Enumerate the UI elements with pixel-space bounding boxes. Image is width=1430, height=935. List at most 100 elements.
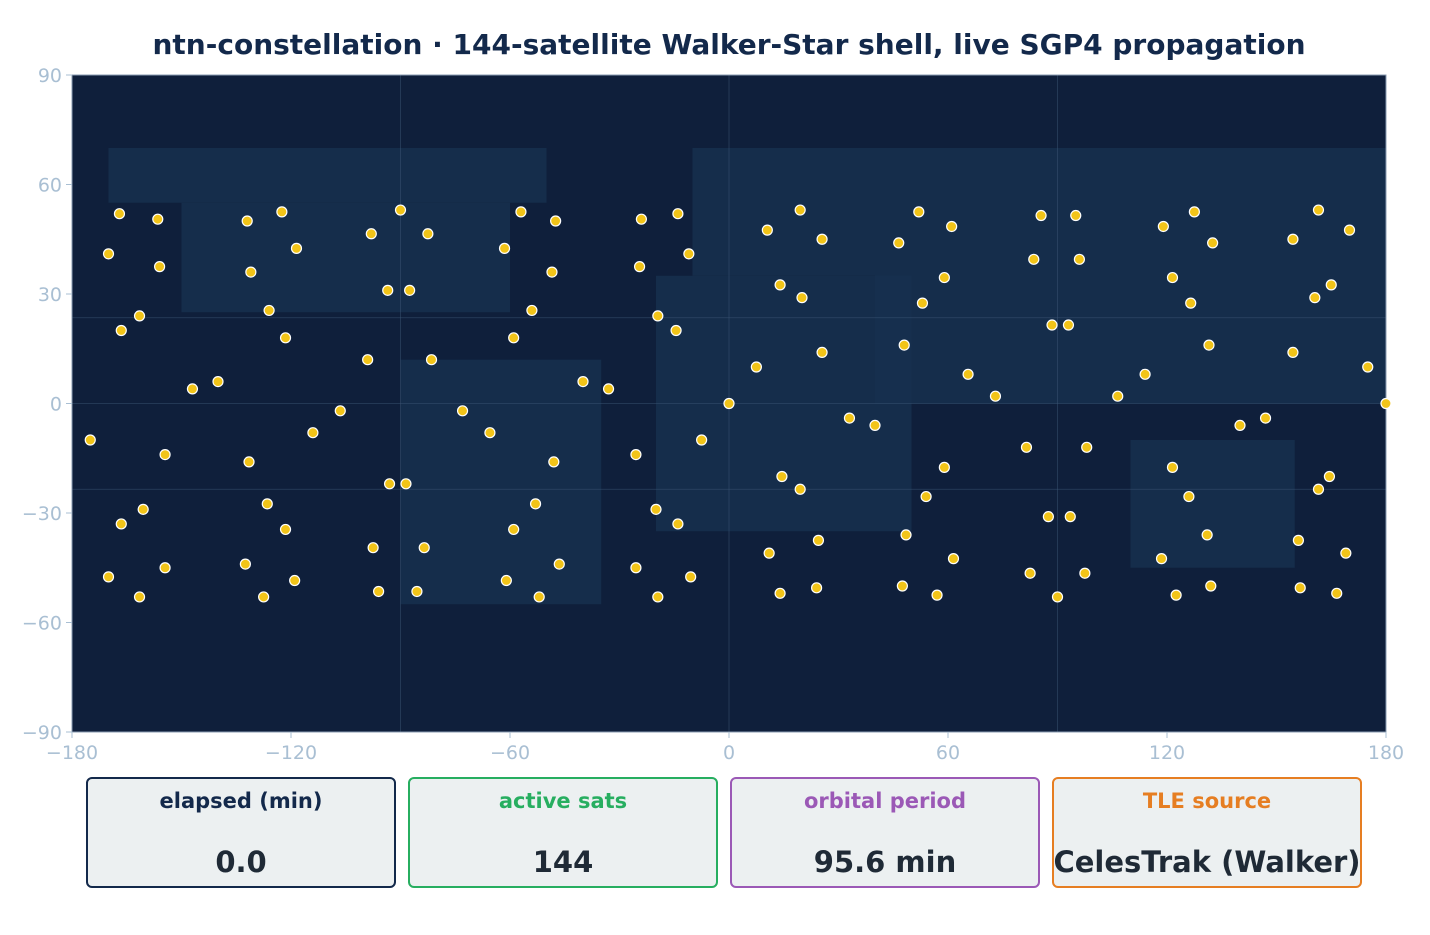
satellite-marker [1234,419,1246,431]
satellite-marker [1325,279,1337,291]
x-tick-label: −60 [490,742,530,764]
satellite-marker [290,242,303,254]
satellite-marker [672,208,684,220]
satellite-marker [1203,339,1215,351]
satellite-marker [898,339,910,351]
satellite-marker [84,434,96,446]
orbital-period-card: orbital period 95.6 min [730,777,1040,888]
x-tick-label: −180 [46,742,98,764]
satellite-marker [334,405,346,417]
land-region-3 [692,148,875,276]
satellite-marker [763,547,775,559]
satellite-marker [115,324,127,337]
satellite-marker [1028,253,1040,265]
satellite-marker [1051,591,1064,603]
satellite-marker [696,434,708,446]
satellite-marker [1112,390,1124,402]
satellite-marker [1294,582,1306,594]
satellite-marker [810,582,823,594]
satellite-marker [526,304,538,317]
satellite-marker [1185,297,1197,309]
satellite-marker [1323,470,1336,483]
satellite-marker [1170,589,1182,601]
satellite-marker [529,498,542,510]
satellite-marker [670,324,682,337]
satellite-marker [422,228,434,240]
satellite-marker [683,248,695,260]
active-sats-label: active sats [498,789,628,813]
satellite-marker [962,368,974,380]
satellite-marker [1081,441,1093,453]
satellite-marker [186,383,199,395]
satellite-marker [548,456,560,468]
satellite-marker [404,284,416,296]
satellite-layer [84,204,1392,603]
land-region-5 [875,148,1386,404]
satellite-marker [938,271,950,284]
satellite-marker [133,591,146,603]
satellite-marker [672,518,684,530]
satellite-marker [761,224,773,236]
satellite-marker [1380,397,1392,410]
satellite-marker [102,571,115,583]
satellite-marker [652,310,664,322]
tle-source-value: CelesTrak (Walker) [1053,845,1361,879]
satellite-marker [794,204,806,216]
satellite-marker [1079,567,1091,579]
satellite-marker [1024,567,1036,579]
satellite-marker [602,383,615,395]
active-sats-value: 144 [532,845,594,879]
satellite-marker [1343,224,1356,236]
x-tick-label: 0 [723,742,735,764]
satellite-marker [1073,253,1086,265]
satellite-marker [261,498,273,510]
satellite-marker [241,215,253,227]
satellite-marker [289,574,301,587]
satellite-marker [816,346,828,358]
satellite-marker [685,571,697,583]
x-tick-label: 120 [1149,742,1185,764]
satellite-marker [577,376,589,388]
satellite-marker [152,213,164,225]
satellite-marker [258,591,270,603]
satellite-marker [774,279,786,291]
satellite-marker [418,542,430,554]
land-layer [108,148,1386,605]
satellite-marker [989,390,1002,402]
satellite-marker [383,478,396,490]
satellite-marker [113,208,126,220]
y-tick-label: −60 [22,613,62,635]
satellite-marker [159,562,171,574]
satellite-marker [1183,490,1195,503]
satellite-marker [1292,534,1305,546]
satellite-marker [750,361,762,373]
satellite-marker [1207,237,1219,249]
satellite-marker [652,591,664,603]
satellite-marker [774,587,786,599]
satellite-marker [1157,220,1169,233]
x-tick-label: 180 [1368,742,1404,764]
satellite-marker [776,470,788,483]
satellite-marker [896,580,908,592]
satellite-marker [938,461,950,473]
satellite-marker [931,589,943,601]
y-tick-label: 90 [38,65,62,87]
orbital-period-value: 95.6 min [813,845,957,879]
satellite-marker [1166,461,1179,473]
x-tick-label: −120 [265,742,317,764]
satellite-marker [154,261,166,273]
satellite-marker [508,523,520,536]
y-tick-label: −30 [22,503,62,525]
satellite-marker [816,233,828,245]
satellite-marker [553,558,565,570]
satellite-marker [365,228,377,240]
satellite-marker [1362,361,1374,373]
satellite-marker [1312,483,1325,495]
orbital-period-label: orbital period [803,789,967,813]
satellite-marker [425,354,438,366]
satellite-marker [1070,209,1082,222]
y-tick-label: 0 [50,394,62,416]
satellite-marker [515,206,527,218]
satellite-marker [869,419,881,431]
